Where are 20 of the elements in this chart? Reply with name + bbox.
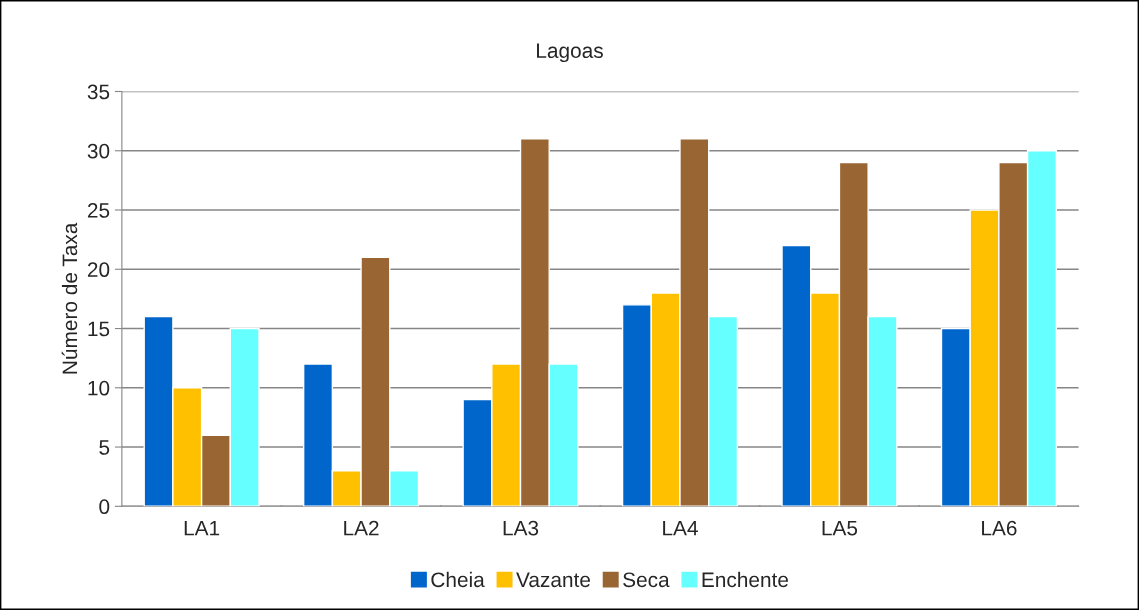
y-tick-label: 15 — [88, 321, 110, 337]
y-tick-label: 20 — [87, 262, 110, 278]
y-tick-label: 30 — [87, 143, 110, 159]
x-tick-label: LA2 — [344, 520, 379, 536]
legend-label: Cheia — [431, 571, 485, 588]
x-tick-label: LA6 — [982, 520, 1017, 536]
y-axis-title: Número de Taxa — [61, 222, 78, 374]
legend-label: Enchente — [702, 571, 789, 588]
y-tick-label: 0 — [99, 499, 110, 515]
y-tick-label: 35 — [87, 84, 110, 100]
x-tick-label: LA4 — [663, 520, 698, 536]
y-tick-label: 10 — [88, 380, 110, 396]
x-tick-label: LA1 — [184, 520, 220, 536]
chart-title: Lagoas — [537, 43, 603, 63]
legend-label: Vazante — [516, 572, 590, 588]
y-tick-label: 5 — [99, 440, 110, 455]
x-tick-label: LA3 — [503, 520, 539, 536]
x-tick-label: LA5 — [822, 520, 858, 536]
y-tick-label: 25 — [87, 203, 110, 218]
legend-label: Seca — [623, 572, 670, 588]
